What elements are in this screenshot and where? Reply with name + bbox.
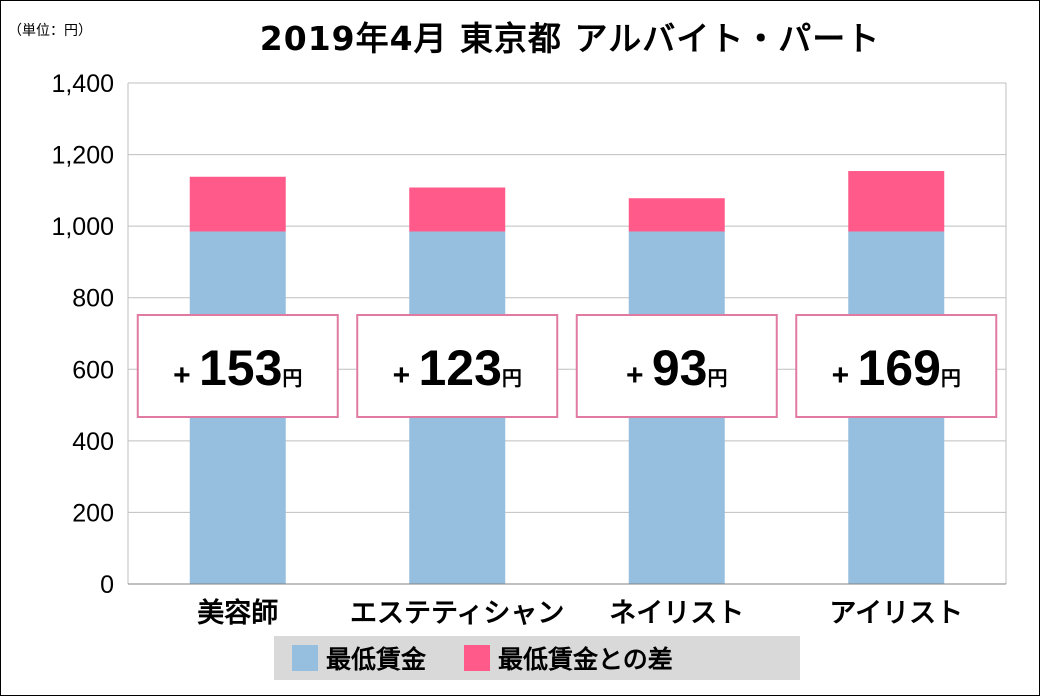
unit-label: （単位：円） <box>8 23 92 39</box>
y-tick-label: 1,000 <box>51 213 114 241</box>
bar-diff <box>189 176 286 232</box>
legend-swatch-base <box>292 645 318 671</box>
annotation-label: + 93円 <box>626 340 727 396</box>
x-category-label: 美容師 <box>197 597 278 629</box>
annotation-box <box>356 314 559 418</box>
annotation-label: + 153円 <box>173 340 302 396</box>
x-category-label: ネイリスト <box>609 598 744 629</box>
legend-label-base: 最低賃金 <box>326 645 427 674</box>
annotation-box <box>575 314 778 418</box>
annotation-label: + 123円 <box>393 340 522 396</box>
annotation-box <box>795 314 998 418</box>
x-category-label: エステティシャン <box>350 598 564 629</box>
legend-swatch-diff <box>464 645 491 671</box>
annotation-label: + 169円 <box>832 340 961 396</box>
legend-item-base: 最低賃金 <box>292 640 426 676</box>
y-tick-label: 400 <box>72 428 114 456</box>
chart-title: 2019年4月 東京都 アルバイト・パート <box>259 19 881 58</box>
annotation-box <box>136 314 339 418</box>
y-tick-label: 0 <box>100 571 114 599</box>
y-tick-label: 600 <box>72 356 114 384</box>
bar-chart: 0 200 400 600 800 1,000 1,200 1,400 美容師 + 153円エステ… <box>51 70 1007 629</box>
y-tick-label: 1,200 <box>51 142 114 170</box>
legend-label-diff: 最低賃金との差 <box>498 645 673 674</box>
legend-item-diff: 最低賃金との差 <box>464 640 673 676</box>
bar-diff <box>848 171 945 232</box>
y-tick-label: 200 <box>72 499 114 527</box>
bar-diff <box>409 187 506 232</box>
y-tick-label: 800 <box>72 285 114 313</box>
bar-diff <box>628 198 725 232</box>
legend: 最低賃金 最低賃金との差 <box>274 636 800 680</box>
y-tick-label: 1,400 <box>51 70 114 98</box>
x-category-label: アイリスト <box>829 598 963 629</box>
